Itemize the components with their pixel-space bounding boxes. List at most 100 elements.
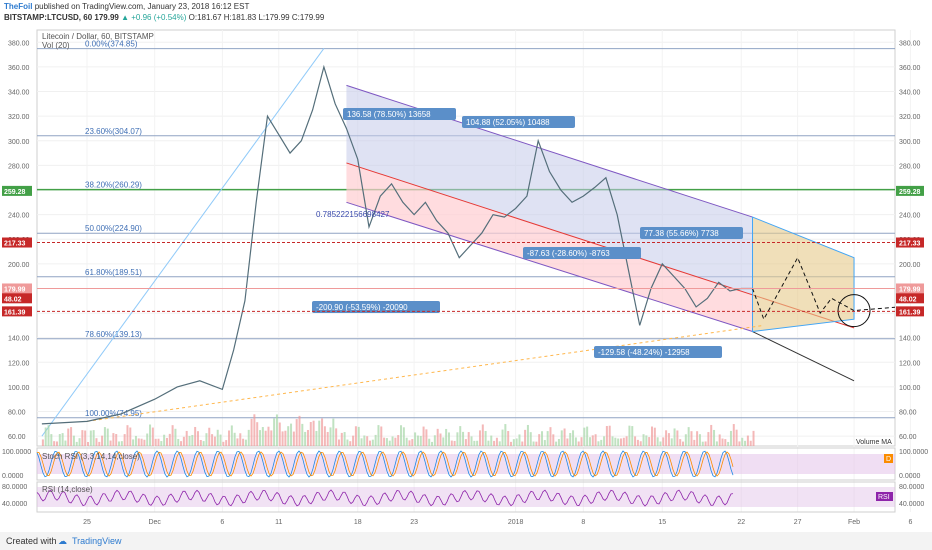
- volume-bar: [600, 439, 603, 446]
- volume-bar: [464, 439, 467, 446]
- ohlc-values: O:181.67 H:181.83 L:179.99 C:179.99: [188, 13, 325, 22]
- volume-bar: [645, 435, 648, 446]
- volume-bar: [205, 433, 208, 446]
- volume-bar: [408, 440, 411, 446]
- author-link[interactable]: TheFoil: [4, 2, 33, 11]
- fib-label: 100.00%(74.95): [85, 409, 142, 418]
- price-chart[interactable]: 0.00%(374.85) 23.60%(304.07) 38.20%(260.29…: [0, 0, 932, 532]
- volume-bar: [495, 437, 498, 446]
- volume-bar: [659, 441, 662, 446]
- volume-bar: [211, 434, 214, 446]
- volume-bar: [306, 429, 309, 446]
- volume-bar: [535, 441, 538, 446]
- price-tag-left-label: 217.33: [4, 241, 26, 248]
- volume-bar: [244, 439, 247, 446]
- price-tag-left: [2, 293, 32, 304]
- volume-bar: [456, 432, 459, 446]
- volume-bar: [168, 433, 171, 446]
- volume-bar: [146, 433, 149, 446]
- volume-bar: [182, 436, 185, 446]
- volume-bar: [422, 426, 425, 446]
- price-tags: 259.28 259.28 217.33 217.33 179.99 179.99 48.0…: [2, 185, 924, 317]
- volume-bar: [704, 441, 707, 446]
- price-tag-left: [2, 237, 32, 248]
- volume-bar: [346, 439, 349, 446]
- volume-bar: [70, 427, 73, 446]
- volume-bar: [129, 427, 132, 446]
- publish-date: published on TradingView.com, January 23…: [34, 2, 250, 11]
- volume-bar: [555, 441, 558, 446]
- volume-bar: [557, 439, 560, 446]
- volume-bar: [543, 440, 546, 446]
- fib-label: 23.60%(304.07): [85, 127, 142, 136]
- volume-bar: [549, 427, 552, 446]
- y-tick-label-left: 240.00: [8, 213, 30, 220]
- volume-bar: [614, 437, 617, 446]
- volume-bar: [92, 430, 95, 446]
- volume-bar: [326, 431, 329, 446]
- volume-bar: [487, 440, 490, 446]
- volume-bars: [41, 414, 755, 446]
- rsi-band: [37, 487, 895, 507]
- trend-channels: [41, 48, 895, 437]
- volume-bar: [729, 430, 732, 446]
- volume-bar: [450, 440, 453, 446]
- y-tick-label-left: 200.00: [8, 262, 30, 269]
- volume-bar: [416, 435, 419, 446]
- x-tick-label: 18: [354, 519, 362, 526]
- volume-bar: [665, 430, 668, 446]
- volume-bar: [619, 438, 622, 446]
- volume-bar: [185, 430, 188, 446]
- x-tick-label: Dec: [148, 519, 161, 526]
- price-tag-right: [896, 185, 924, 196]
- volume-bar: [233, 432, 236, 446]
- volume-bar: [120, 441, 123, 446]
- volume-bar: [340, 432, 343, 446]
- y-tick-label-right: 200.00: [899, 262, 921, 269]
- volume-bar: [515, 438, 518, 446]
- volume-bar: [374, 434, 377, 446]
- volume-bar: [143, 439, 146, 446]
- volume-bar: [651, 426, 653, 446]
- volume-bar: [552, 434, 555, 446]
- stoch-k-line: [36, 450, 734, 478]
- price-tag-left: [2, 185, 32, 196]
- volume-bar: [591, 435, 594, 446]
- annotation-box: [343, 108, 456, 120]
- tradingview-logo-icon: ☁: [58, 536, 67, 546]
- y-tick-label-left: 320.00: [8, 114, 30, 121]
- volume-bar: [541, 431, 544, 446]
- volume-bar: [498, 441, 501, 446]
- y-tick-label-right: 340.00: [899, 90, 921, 97]
- volume-bar: [673, 428, 676, 446]
- volume-bar: [228, 430, 230, 446]
- tradingview-brand[interactable]: TradingView: [72, 536, 122, 546]
- volume-bar: [287, 426, 290, 446]
- y-tick-label-right: 140.00: [899, 336, 921, 343]
- stoch-tick: 100.0000: [899, 449, 928, 456]
- volume-bar: [236, 438, 239, 446]
- volume-bar: [682, 441, 685, 446]
- volume-bar: [61, 433, 64, 446]
- price-tag-right-label: 48.02: [899, 296, 917, 303]
- volume-bar: [445, 428, 448, 446]
- volume-bar: [577, 441, 580, 446]
- volume-bar: [715, 441, 718, 446]
- channel-bottom-line: [346, 201, 753, 333]
- volume-bar: [163, 434, 166, 446]
- stoch-tick-left: 0.0000: [2, 473, 24, 480]
- y-tick-label-right: 120.00: [899, 360, 921, 367]
- x-tick-label: 8: [581, 519, 585, 526]
- volume-bar: [617, 438, 620, 446]
- volume-bar: [196, 431, 199, 446]
- volume-bar: [453, 440, 456, 446]
- y-tick-label-right: 300.00: [899, 139, 921, 146]
- volume-bar: [478, 430, 481, 446]
- volume-bar: [154, 438, 157, 446]
- volume-bar: [160, 441, 163, 446]
- volume-bar: [335, 428, 338, 446]
- volume-bar: [388, 440, 391, 446]
- measure-annotations: 136.58 (78.50%) 13658 104.88 (52.05%) 104…: [312, 108, 892, 446]
- volume-bar: [707, 432, 710, 446]
- price-tag-left-label: 161.39: [4, 309, 26, 316]
